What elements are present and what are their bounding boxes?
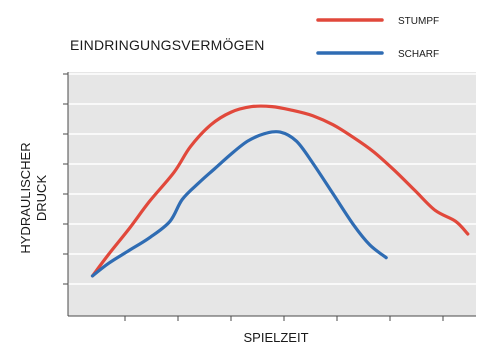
legend-label-stumpf: STUMPF: [398, 16, 439, 27]
series-lines: [90, 104, 470, 278]
series-line-scharf: [90, 130, 388, 278]
series-line-stumpf: [90, 104, 470, 278]
x-axis-label: SPIELZEIT: [243, 330, 308, 343]
axes: [63, 72, 476, 321]
legend-label-scharf: SCHARF: [398, 49, 439, 60]
y-axis-label-line-1: HYDRAULISCHER: [18, 142, 33, 253]
legend: STUMPF SCHARF: [316, 16, 439, 60]
grid: [68, 73, 476, 285]
y-axis-label-line-2: DRUCK: [34, 175, 49, 222]
chart-title: EINDRINGUNGSVERMÖGEN: [70, 36, 265, 53]
